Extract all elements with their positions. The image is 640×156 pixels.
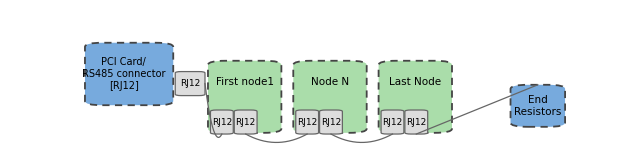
FancyBboxPatch shape <box>296 110 319 134</box>
Text: RJ12: RJ12 <box>321 117 341 127</box>
Text: RJ12: RJ12 <box>406 117 426 127</box>
Text: End
Resistors: End Resistors <box>514 95 561 117</box>
FancyBboxPatch shape <box>379 61 452 133</box>
FancyBboxPatch shape <box>293 61 367 133</box>
Text: RJ12: RJ12 <box>236 117 256 127</box>
FancyBboxPatch shape <box>175 72 205 96</box>
Text: RJ12: RJ12 <box>297 117 317 127</box>
Text: RJ12: RJ12 <box>212 117 232 127</box>
Text: RJ12: RJ12 <box>382 117 403 127</box>
Text: First node1: First node1 <box>216 77 274 87</box>
Text: Last Node: Last Node <box>389 77 442 87</box>
Text: PCI Card/
RS485 connector
[RJ12]: PCI Card/ RS485 connector [RJ12] <box>82 57 166 91</box>
FancyBboxPatch shape <box>405 110 428 134</box>
FancyBboxPatch shape <box>511 85 565 127</box>
Text: Node N: Node N <box>311 77 349 87</box>
FancyBboxPatch shape <box>208 61 282 133</box>
Text: RJ12: RJ12 <box>180 79 200 88</box>
FancyBboxPatch shape <box>381 110 404 134</box>
FancyBboxPatch shape <box>85 43 173 105</box>
FancyBboxPatch shape <box>211 110 233 134</box>
FancyBboxPatch shape <box>234 110 257 134</box>
FancyBboxPatch shape <box>319 110 342 134</box>
